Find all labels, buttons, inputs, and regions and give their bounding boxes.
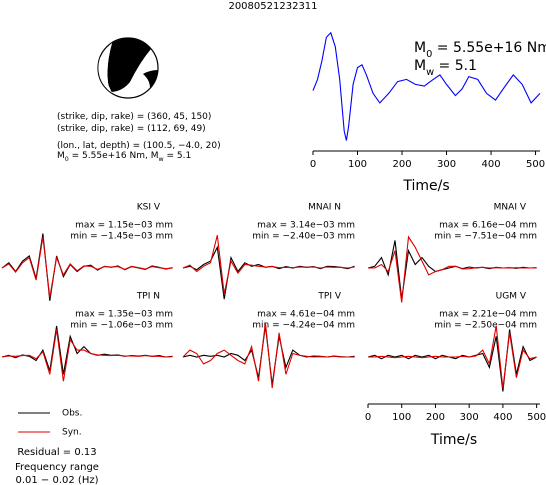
station-label: TPI V xyxy=(317,292,341,302)
text-part: M xyxy=(414,40,426,56)
min-label: min = −1.45e−03 mm xyxy=(70,232,173,242)
x-tick-label: 500 xyxy=(526,159,545,170)
max-label: max = 6.16e−04 mm xyxy=(439,221,537,231)
text-part: (strike, dip, rake) = (112, 69, 49) xyxy=(57,124,206,134)
synthetic-waveform xyxy=(182,322,355,389)
text-part: = 5.1 xyxy=(434,58,477,74)
max-label: max = 1.35e−03 mm xyxy=(75,310,173,320)
x-tick-label: 200 xyxy=(392,159,411,170)
x-axis-label: Time/s xyxy=(402,178,449,194)
min-label: min = −7.51e−04 mm xyxy=(434,232,537,242)
subscript: 0 xyxy=(65,156,69,163)
x-tick-label: 0 xyxy=(365,412,371,423)
parameter-text: (strike, dip, rake) = (112, 69, 49) xyxy=(57,124,206,134)
parameter-text: (lon., lat, depth) = (100.5, −4.0, 20) xyxy=(57,141,221,151)
legend-label: Obs. xyxy=(62,409,82,419)
x-tick-label: 400 xyxy=(493,412,512,423)
max-label: max = 3.14e−03 mm xyxy=(257,221,355,231)
max-label: max = 2.21e−04 mm xyxy=(439,310,537,320)
station-label: TPI N xyxy=(136,292,160,302)
synthetic-waveform xyxy=(182,235,355,295)
x-tick-label: 0 xyxy=(310,159,316,170)
residual: Residual = 0.13 xyxy=(17,447,96,458)
x-tick-label: 500 xyxy=(527,412,546,423)
parameter-text: M0 = 5.55e+16 Nm, Mw = 5.1 xyxy=(57,151,191,163)
min-label: min = −4.24e−04 mm xyxy=(252,321,355,331)
synthetic-waveform xyxy=(1,236,173,298)
synthetic-waveform xyxy=(368,325,537,389)
max-label: max = 4.61e−04 mm xyxy=(257,310,355,320)
text-part: M xyxy=(414,58,426,74)
x-axis-label: Time/s xyxy=(430,432,477,448)
frequency-label: Frequency range xyxy=(15,462,99,473)
text-part: = 5.1 xyxy=(164,151,192,161)
observed-waveform xyxy=(367,329,537,392)
subscript: w xyxy=(426,67,434,78)
parameter-text: (strike, dip, rake) = (360, 45, 150) xyxy=(57,112,211,122)
frequency-value: 0.01 − 0.02 (Hz) xyxy=(15,475,98,485)
observed-waveform xyxy=(367,240,537,300)
station-label: MNAI V xyxy=(494,203,527,213)
x-tick-label: 100 xyxy=(348,159,367,170)
parameter-text: M0 = 5.55e+16 Nm xyxy=(414,40,546,60)
x-tick-label: 200 xyxy=(426,412,445,423)
synthetic-waveform xyxy=(1,329,173,382)
station-label: MNAI N xyxy=(308,203,341,213)
min-label: min = −2.40e−03 mm xyxy=(252,232,355,242)
station-label: UGM V xyxy=(496,292,527,302)
text-part: (lon., lat, depth) = (100.5, −4.0, 20) xyxy=(57,141,221,151)
x-tick-label: 300 xyxy=(460,412,479,423)
text-part: M xyxy=(57,151,65,161)
subscript: w xyxy=(158,156,163,163)
x-tick-label: 300 xyxy=(437,159,456,170)
min-label: min = −2.50e−04 mm xyxy=(434,321,537,331)
text-part: (strike, dip, rake) = (360, 45, 150) xyxy=(57,112,211,122)
source-time-function xyxy=(312,31,541,141)
max-label: max = 1.15e−03 mm xyxy=(75,221,173,231)
title: 20080521232311 xyxy=(228,1,317,12)
parameter-text: Mw = 5.1 xyxy=(414,58,477,78)
beachball xyxy=(97,37,159,99)
x-tick-label: 100 xyxy=(392,412,411,423)
x-tick-label: 400 xyxy=(481,159,500,170)
synthetic-waveform xyxy=(368,235,537,303)
station-label: KSI V xyxy=(137,203,161,213)
legend-label: Syn. xyxy=(62,428,82,438)
subscript: 0 xyxy=(426,49,432,60)
min-label: min = −1.06e−03 mm xyxy=(70,321,173,331)
text-part: = 5.55e+16 Nm, M xyxy=(69,151,159,161)
text-part: = 5.55e+16 Nm xyxy=(432,40,546,56)
observed-waveform xyxy=(1,325,173,375)
